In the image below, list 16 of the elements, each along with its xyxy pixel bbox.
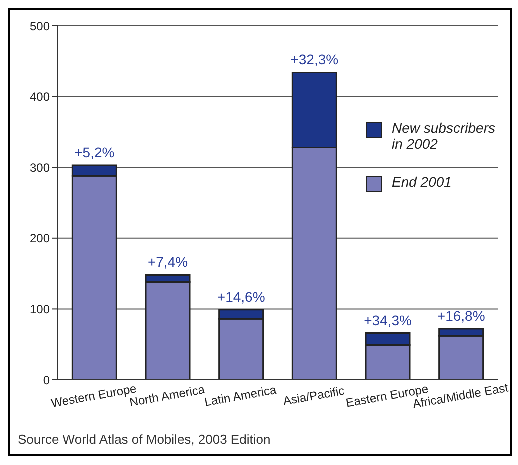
legend-label: End 2001 [392,174,452,190]
source-note: Source World Atlas of Mobiles, 2003 Edition [18,432,271,447]
annotation: +14,6% [217,288,266,305]
annotation: +7,4% [148,254,188,270]
annotation: +32,3% [290,52,339,68]
legend-label: New subscribers in 2002 [392,120,496,152]
annotation: +16,8% [437,308,486,324]
y-tick-label: 100 [30,302,50,316]
y-tick-label: 300 [30,160,50,175]
y-tick-label: 500 [30,19,50,34]
y-tick-label: 400 [30,90,50,104]
x-tick-label: Asia/Pacific [282,384,346,408]
annotation: +34,3% [364,312,412,328]
y-tick-label: 0 [43,373,50,388]
annotation: +5,2% [74,144,115,160]
y-tick-label: 200 [30,232,50,246]
